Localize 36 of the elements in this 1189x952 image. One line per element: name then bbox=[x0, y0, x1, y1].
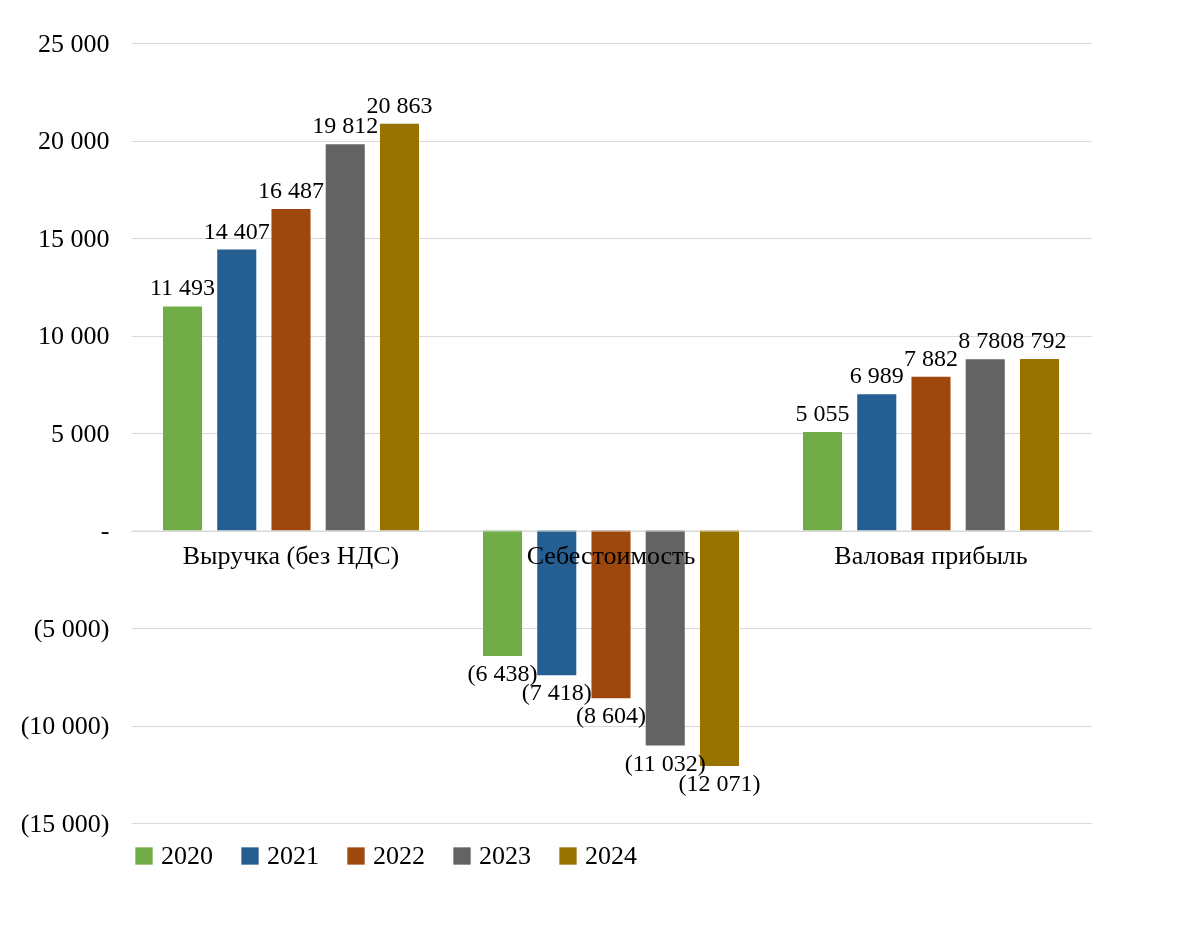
legend-label: 2020 bbox=[161, 841, 213, 870]
bar bbox=[325, 144, 365, 531]
bar bbox=[217, 249, 257, 531]
data-label: 6 989 bbox=[849, 362, 904, 389]
y-tick-label: (5 000) bbox=[33, 613, 110, 643]
y-tick-label: (10 000) bbox=[20, 711, 110, 740]
legend-label: 2022 bbox=[373, 841, 425, 870]
bar bbox=[911, 376, 951, 531]
bar bbox=[483, 530, 523, 657]
y-tick-label: 5 000 bbox=[51, 418, 110, 448]
y-tick-label: 25 000 bbox=[38, 28, 110, 58]
data-label: 16 487 bbox=[258, 177, 324, 203]
bar bbox=[271, 209, 311, 531]
y-tick-label: 10 000 bbox=[38, 321, 110, 350]
x-tick-label: Валовая прибыль bbox=[834, 541, 1028, 570]
bar bbox=[803, 431, 843, 531]
legend-label: 2021 bbox=[267, 841, 319, 870]
data-label: 7 882 bbox=[904, 344, 958, 371]
bar bbox=[965, 359, 1005, 531]
data-label: 5 055 bbox=[795, 399, 850, 426]
bar bbox=[1019, 359, 1059, 531]
bar bbox=[857, 394, 897, 531]
bar bbox=[379, 123, 419, 531]
y-tick-label: 20 000 bbox=[38, 126, 110, 155]
data-label: 11 493 bbox=[149, 274, 216, 301]
bar bbox=[163, 306, 203, 531]
y-tick-label: (15 000) bbox=[20, 808, 110, 838]
data-label: 8 792 bbox=[1012, 327, 1067, 354]
legend-label: 2024 bbox=[585, 841, 637, 870]
data-label: 8 780 bbox=[958, 327, 1013, 354]
legend-label: 2023 bbox=[479, 841, 531, 870]
y-tick-label: 15 000 bbox=[38, 223, 110, 253]
data-label: 14 407 bbox=[203, 217, 270, 244]
y-tick-label: - bbox=[100, 516, 110, 545]
x-tick-label: Себестоимость bbox=[526, 541, 696, 570]
x-tick-label: Выручка (без НДС) bbox=[182, 541, 400, 570]
